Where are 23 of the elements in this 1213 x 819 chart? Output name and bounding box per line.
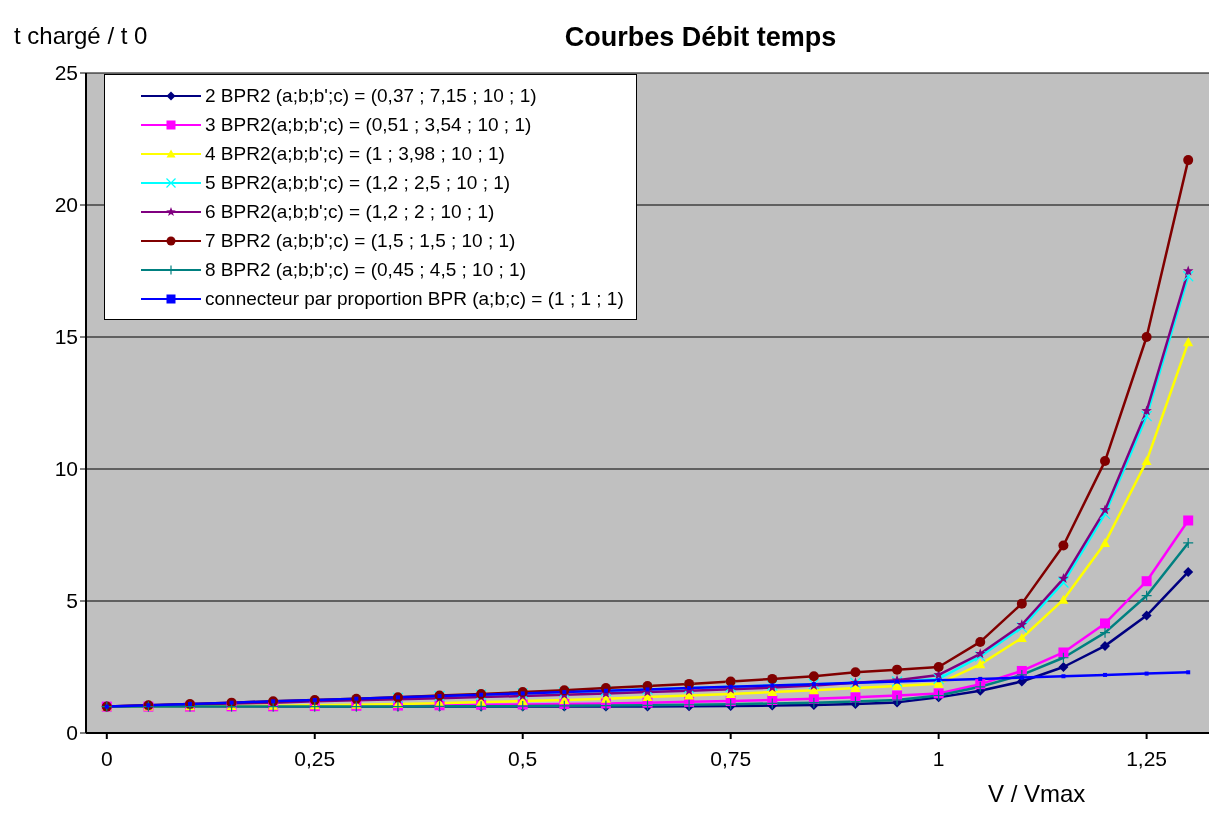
legend-label: connecteur par proportion BPR (a;b;c) = (1 ; 1 ; 1) bbox=[205, 287, 624, 310]
legend-label: 6 BPR2(a;b;b';c) = (1,2 ; 2 ; 10 ; 1) bbox=[205, 200, 495, 223]
y-tick-label: 0 bbox=[66, 721, 78, 745]
y-tick-label: 5 bbox=[66, 589, 78, 613]
legend-label: 5 BPR2(a;b;b';c) = (1,2 ; 2,5 ; 10 ; 1) bbox=[205, 171, 511, 194]
y-tick-label: 15 bbox=[54, 325, 78, 349]
legend-label: 7 BPR2 (a;b;b';c) = (1,5 ; 1,5 ; 10 ; 1) bbox=[205, 229, 516, 252]
x-tick-label: 1,25 bbox=[1126, 746, 1168, 770]
y-axis-title: t chargé / t 0 bbox=[14, 22, 148, 50]
legend-label: 2 BPR2 (a;b;b';c) = (0,37 ; 7,15 ; 10 ; 1) bbox=[205, 84, 537, 107]
y-tick-label: 20 bbox=[54, 193, 78, 217]
x-tick-label: 0 bbox=[100, 746, 113, 770]
x-tick-label: 0,25 bbox=[294, 746, 336, 770]
y-tick-label: 10 bbox=[54, 457, 78, 481]
x-tick-label: 0,5 bbox=[508, 746, 538, 770]
chart-title: Courbes Débit temps bbox=[564, 22, 837, 52]
legend-label: 8 BPR2 (a;b;b';c) = (0,45 ; 4,5 ; 10 ; 1) bbox=[205, 258, 526, 281]
x-axis-title: V / Vmax bbox=[988, 780, 1086, 808]
x-tick-label: 1 bbox=[932, 746, 945, 770]
legend-label: 3 BPR2(a;b;b';c) = (0,51 ; 3,54 ; 10 ; 1) bbox=[205, 113, 532, 136]
y-tick-label: 25 bbox=[54, 61, 78, 85]
legend-label: 4 BPR2(a;b;b';c) = (1 ; 3,98 ; 10 ; 1) bbox=[205, 142, 505, 165]
x-tick-label: 0,75 bbox=[710, 746, 752, 770]
